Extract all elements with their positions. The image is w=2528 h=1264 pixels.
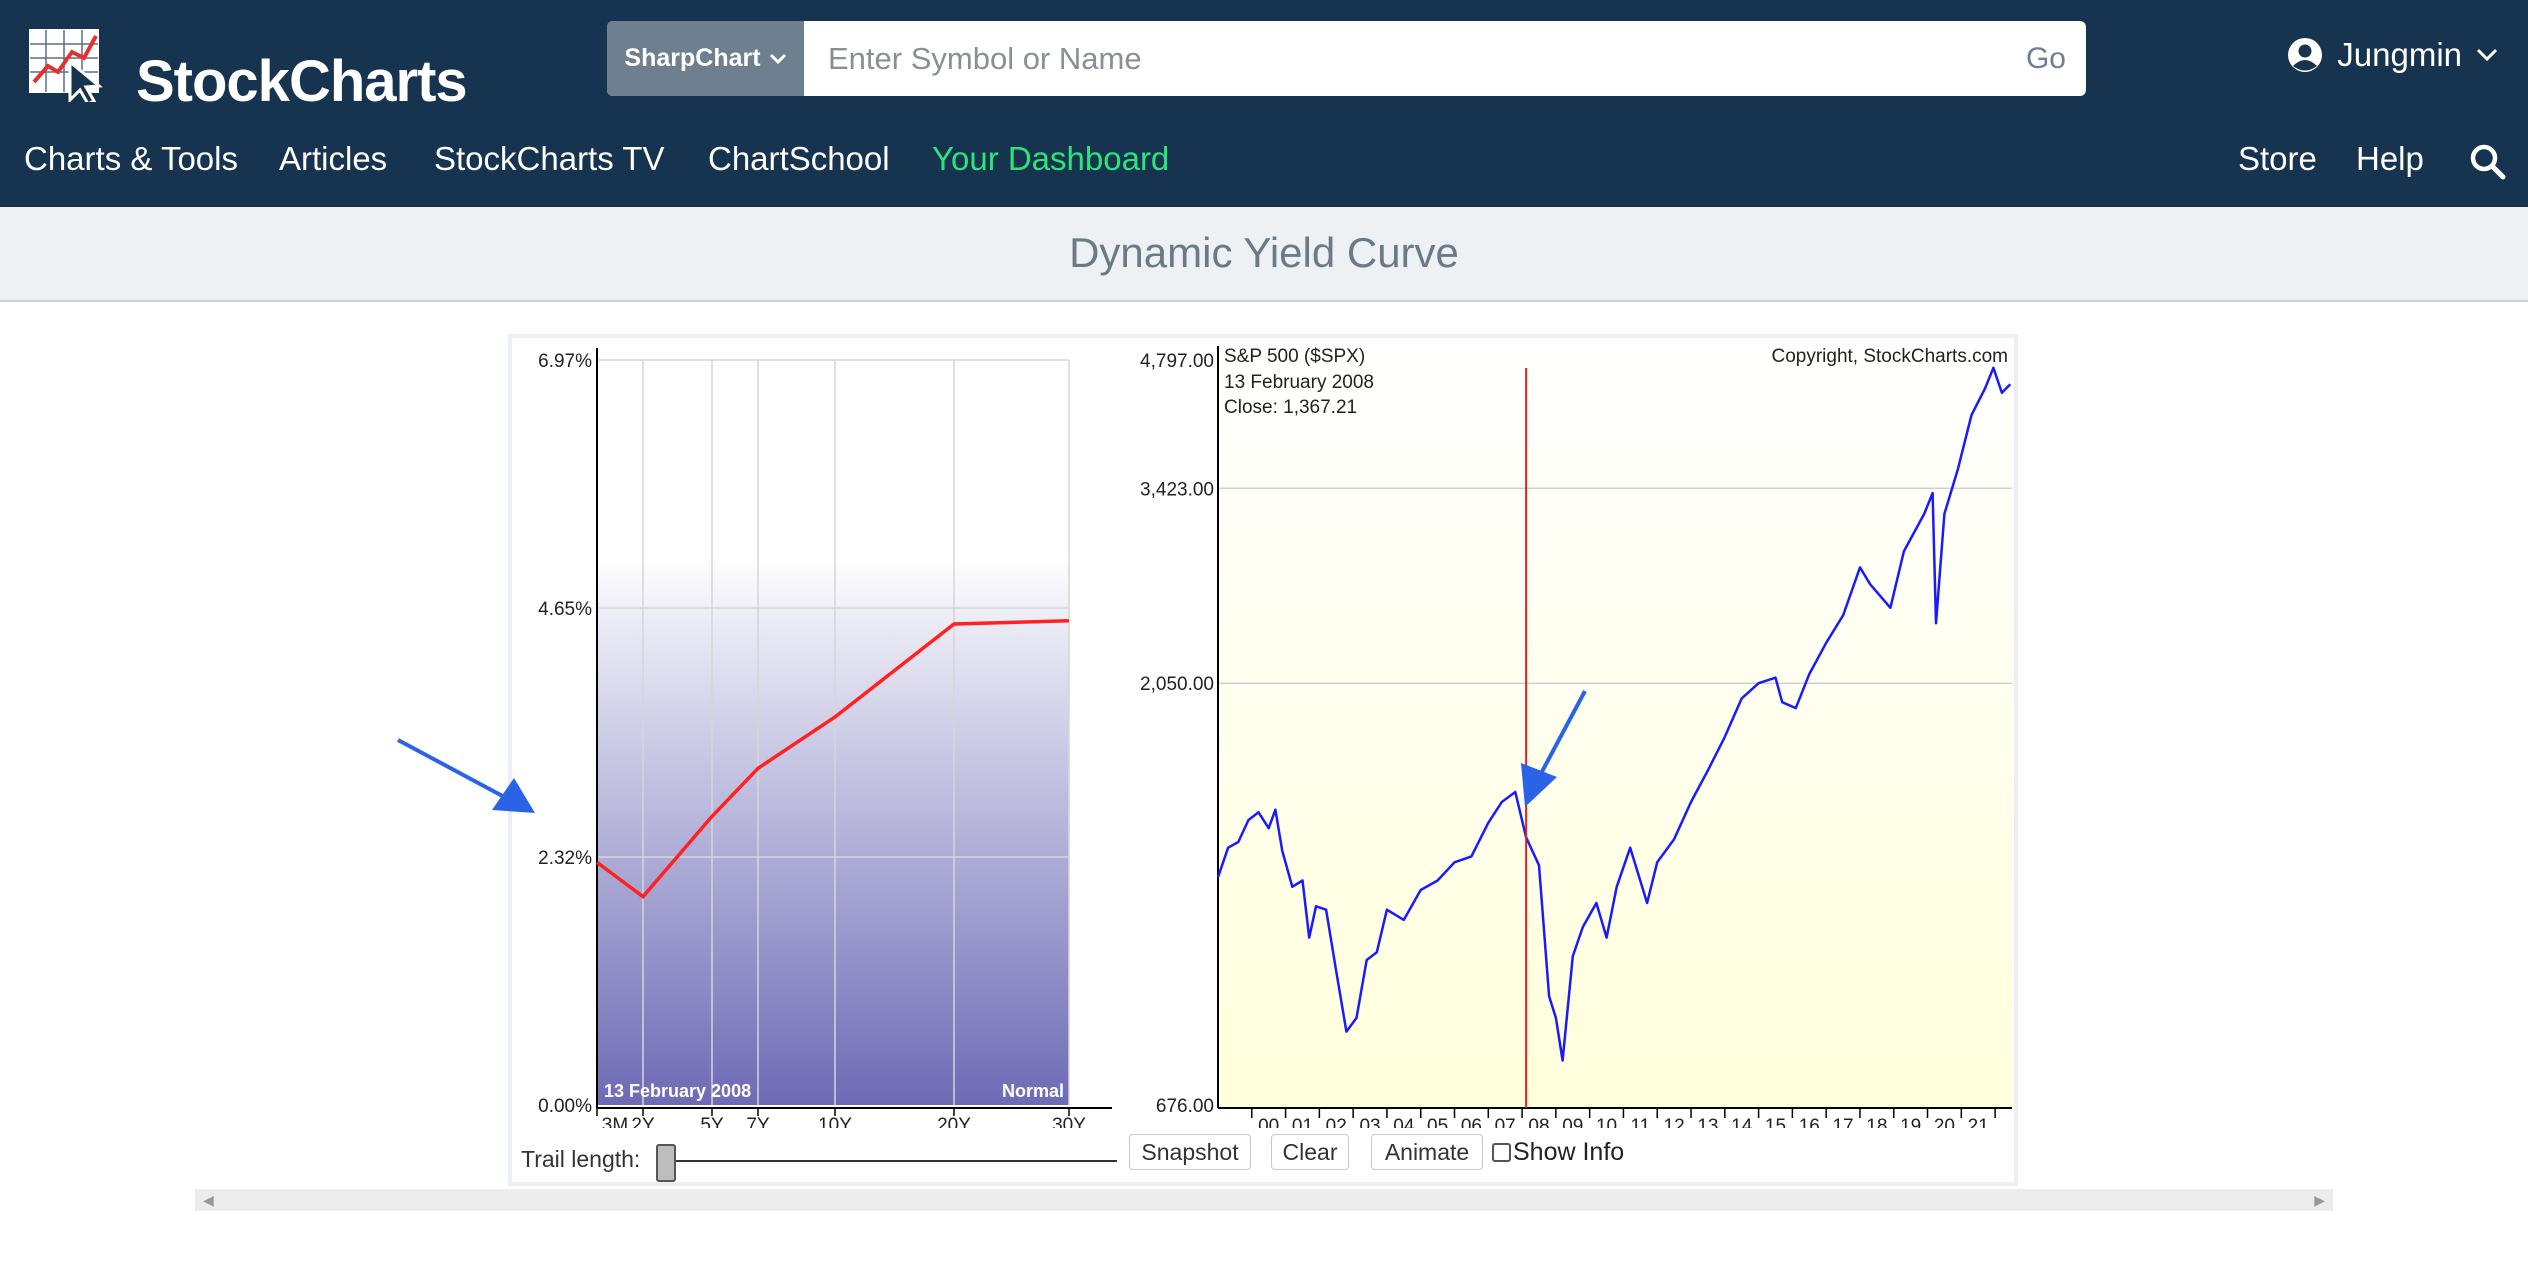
- dynamic-yield-curve-widget: 6.97% 4.65% 2.32% 0.00% 3M 2Y 5Y 7Y 10Y 20Y 30Y 1…: [508, 334, 2018, 1186]
- spx-x-tick-label: 02: [1326, 1116, 1347, 1128]
- spx-x-tick-labels: 00 01 02 03 04 05 06 07 08 09 10 11 12 13 14 15 16 17 18 19…: [1251, 1108, 1996, 1128]
- spx-grid: [1218, 487, 2012, 684]
- yield-y-tick-label: 6.97%: [538, 351, 592, 372]
- spx-x-tick-label: 00: [1258, 1116, 1279, 1128]
- spx-x-tick-label: 19: [1900, 1116, 1921, 1128]
- nav-your-dashboard[interactable]: Your Dashboard: [932, 140, 1170, 177]
- trail-length-label: Trail length:: [521, 1146, 641, 1172]
- curve-shape-label: Normal: [1002, 1081, 1064, 1101]
- yield-x-tick-label: 3M: [602, 1115, 628, 1128]
- nav-help[interactable]: Help: [2356, 140, 2424, 177]
- trail-length-slider-handle[interactable]: [656, 1144, 676, 1182]
- spx-x-tick-label: 08: [1528, 1116, 1549, 1128]
- search-icon[interactable]: [2470, 144, 2506, 180]
- spx-y-tick-label: 676.00: [1156, 1096, 1214, 1117]
- user-avatar-icon: [2288, 38, 2323, 72]
- user-name: Jungmin: [2337, 36, 2462, 73]
- top-navbar: StockCharts SharpChart Go Jungmin Charts…: [0, 0, 2528, 207]
- annotation-arrow-icon: [397, 738, 535, 813]
- spx-y-tick-label: 3,423.00: [1140, 479, 1214, 500]
- spx-x-tick-label: 07: [1495, 1116, 1516, 1128]
- go-button[interactable]: Go: [2025, 41, 2066, 75]
- nav-store[interactable]: Store: [2238, 140, 2317, 177]
- spx-x-tick-label: 13: [1697, 1116, 1718, 1128]
- yield-x-tick-labels: 3M 2Y 5Y 7Y 10Y 20Y 30Y: [596, 1108, 1086, 1128]
- main-nav: Charts & Tools Articles StockCharts TV C…: [0, 140, 2528, 184]
- chart-type-label: SharpChart: [624, 44, 761, 72]
- chevron-down-icon: [2476, 48, 2498, 62]
- yield-x-tick-label: 7Y: [746, 1115, 770, 1128]
- copyright-label: Copyright, StockCharts.com: [1771, 346, 2008, 367]
- spx-x-tick-label: 21: [1968, 1116, 1989, 1128]
- snapshot-button[interactable]: Snapshot: [1129, 1134, 1251, 1170]
- spx-x-tick-label: 01: [1292, 1116, 1313, 1128]
- page-title-band: Dynamic Yield Curve: [0, 207, 2528, 302]
- spx-x-tick-label: 14: [1731, 1116, 1753, 1128]
- show-info-checkbox[interactable]: Show Info: [1492, 1138, 1624, 1167]
- spx-chart-title: S&P 500 ($SPX): [1224, 346, 1365, 367]
- yield-x-tick-label: 20Y: [937, 1115, 971, 1128]
- trail-length-slider-track[interactable]: [662, 1160, 1117, 1162]
- spx-y-tick-label: 4,797.00: [1140, 351, 1214, 372]
- info-date-label: 13 February 2008: [1224, 372, 1374, 393]
- spx-x-tick-label: 04: [1393, 1116, 1415, 1128]
- scroll-right-icon[interactable]: ▶: [2314, 1192, 2325, 1208]
- spx-x-tick-label: 12: [1664, 1116, 1685, 1128]
- animate-button[interactable]: Animate: [1371, 1134, 1483, 1170]
- yield-plot-background: [597, 557, 1069, 1105]
- spx-x-tick-label: 09: [1562, 1116, 1583, 1128]
- spx-x-tick-label: 17: [1832, 1116, 1853, 1128]
- spx-x-tick-label: 18: [1866, 1116, 1887, 1128]
- logo-wordmark: StockCharts: [136, 49, 468, 114]
- yield-y-tick-label: 2.32%: [538, 848, 592, 869]
- yield-y-tick-label: 4.65%: [538, 599, 592, 620]
- show-info-label: Show Info: [1513, 1138, 1625, 1166]
- chart-type-dropdown[interactable]: SharpChart: [607, 21, 804, 96]
- nav-articles[interactable]: Articles: [279, 140, 388, 177]
- nav-chartschool[interactable]: ChartSchool: [708, 140, 890, 177]
- info-close-label: Close: 1,367.21: [1224, 397, 1357, 418]
- nav-charts-tools[interactable]: Charts & Tools: [24, 140, 238, 177]
- horizontal-scrollbar[interactable]: ◀ ▶: [195, 1189, 2333, 1211]
- spx-x-tick-label: 15: [1765, 1116, 1786, 1128]
- spx-price-line: [1216, 366, 2012, 1062]
- chevron-down-icon: [769, 53, 786, 64]
- symbol-search-bar: SharpChart Go: [607, 21, 2086, 96]
- spx-x-tick-label: 11: [1630, 1116, 1650, 1128]
- page-title: Dynamic Yield Curve: [1069, 229, 1459, 276]
- yield-x-tick-label: 2Y: [631, 1115, 655, 1128]
- yield-x-tick-label: 5Y: [700, 1115, 724, 1128]
- symbol-search-input[interactable]: [804, 21, 1964, 96]
- yield-x-tick-label: 30Y: [1052, 1115, 1086, 1128]
- stockcharts-logo[interactable]: StockCharts: [26, 22, 468, 114]
- yield-x-tick-label: 10Y: [818, 1115, 852, 1128]
- spx-y-tick-label: 2,050.00: [1140, 674, 1214, 695]
- yield-y-tick-label: 0.00%: [538, 1096, 592, 1117]
- spx-plot-background: [1218, 346, 2012, 1108]
- spx-y-tick-labels: 4,797.00 3,423.00 2,050.00 676.00: [1140, 351, 1214, 1117]
- checkbox-box[interactable]: [1492, 1143, 1511, 1162]
- spx-x-tick-label: 05: [1427, 1116, 1448, 1128]
- spx-x-tick-label: 16: [1799, 1116, 1820, 1128]
- clear-button[interactable]: Clear: [1271, 1134, 1349, 1170]
- yield-y-tick-labels: 6.97% 4.65% 2.32% 0.00%: [538, 351, 592, 1117]
- spx-x-tick-label: 03: [1359, 1116, 1380, 1128]
- annotation-arrow-icon: [1521, 690, 1587, 807]
- yield-curve-chart[interactable]: 6.97% 4.65% 2.32% 0.00% 3M 2Y 5Y 7Y 10Y 20Y 30Y 1…: [512, 338, 1132, 1128]
- user-menu[interactable]: Jungmin: [2287, 36, 2498, 74]
- spx-x-tick-label: 10: [1596, 1116, 1617, 1128]
- yield-date-label: 13 February 2008: [604, 1081, 751, 1101]
- yield-curve-line: [595, 619, 1070, 899]
- spx-x-tick-label: 06: [1461, 1116, 1482, 1128]
- scroll-left-icon[interactable]: ◀: [203, 1192, 214, 1208]
- nav-stockcharts-tv[interactable]: StockCharts TV: [434, 140, 665, 177]
- logo-chart-icon: [29, 29, 103, 106]
- spx-x-tick-label: 20: [1934, 1116, 1955, 1128]
